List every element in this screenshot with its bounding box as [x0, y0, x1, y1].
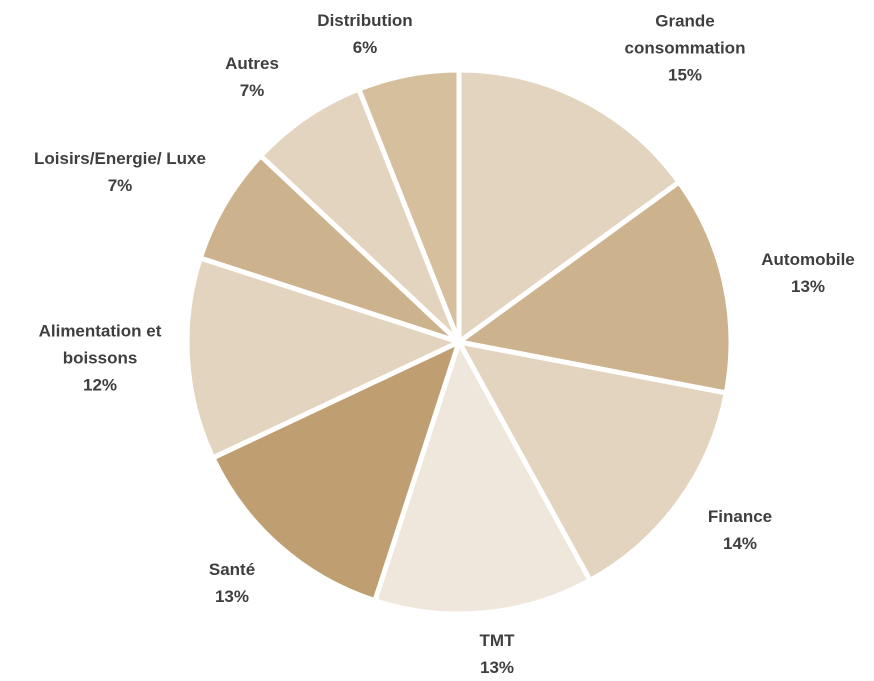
category-label: Loisirs/Energie/ Luxe [34, 149, 206, 168]
slice-label: Alimentation et boissons 12% [13, 318, 188, 399]
value-label: 13% [790, 277, 826, 296]
category-label: Automobile [761, 250, 855, 269]
pie-slice [456, 339, 729, 583]
slice-label: Distribution 6% [317, 7, 412, 61]
slice-label: Finance 14% [708, 503, 772, 557]
value-label: 15% [667, 65, 703, 85]
category-label: TMT [479, 631, 515, 650]
category-label: Alimentation et boissons [38, 321, 162, 368]
value-label: 7% [107, 176, 133, 195]
slice-label: Autres 7% [225, 50, 279, 104]
value-label: 6% [352, 38, 378, 57]
slice-label: TMT 13% [480, 627, 515, 681]
pie-slice [456, 179, 734, 396]
pie-slice [210, 339, 462, 604]
slice-label: Automobile 13% [761, 246, 855, 300]
pie-slice [456, 67, 682, 345]
value-label: 13% [214, 587, 250, 606]
pie-slice [372, 339, 593, 617]
category-label: Autres [225, 54, 279, 73]
pie-slice [356, 67, 462, 345]
slice-label: Grande consommation 15% [595, 8, 775, 89]
category-label: Grande consommation [624, 11, 746, 58]
slice-label: Santé 13% [209, 556, 255, 610]
category-label: Santé [208, 560, 256, 579]
category-label: Distribution [317, 11, 413, 30]
value-label: 7% [239, 81, 265, 100]
pie-slice [184, 255, 462, 461]
value-label: 13% [479, 658, 515, 677]
slice-label: Loisirs/Energie/ Luxe 7% [28, 145, 213, 199]
value-label: 12% [82, 375, 118, 395]
value-label: 14% [722, 534, 758, 553]
category-label: Finance [707, 507, 773, 526]
